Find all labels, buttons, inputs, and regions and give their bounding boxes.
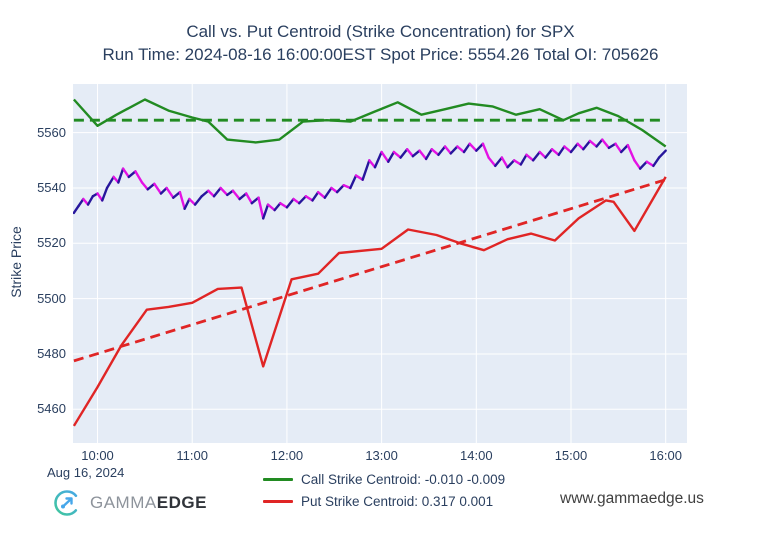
x-tick-label: 12:00 [270,448,304,463]
brand-name-gamma: GAMMA [90,493,157,512]
call-centroid-line [73,98,667,148]
x-tick-label: 14:00 [460,448,493,463]
gridlines [73,84,687,443]
y-tick-label: 5460 [37,401,66,417]
x-tick-label: 16:00 [649,448,682,463]
spot-price-line [73,138,667,220]
chart-title: Call vs. Put Centroid (Strike Concentrat… [186,22,575,41]
plot-area[interactable] [73,84,687,443]
brand-name-edge: EDGE [156,493,207,512]
plot-region: 5460 5480 5500 5520 5540 5560 10:00 11:00 12:00 1… [37,84,687,480]
y-tick-label: 5540 [37,179,66,195]
legend-item-call-strike-centroid[interactable]: Call Strike Centroid: -0.010 -0.009 [263,469,505,490]
y-tick-label: 5560 [37,124,66,140]
brand-name: GAMMAEDGE [90,493,207,513]
gammaedge-logo-icon [54,490,80,516]
x-axis-date-label: Aug 16, 2024 [47,465,125,480]
legend: Call Strike Centroid: -0.010 -0.009 Put S… [263,469,505,512]
legend-swatch [263,478,293,481]
plot-background [73,84,687,443]
legend-swatch [263,500,293,503]
x-tick-label: 15:00 [554,448,588,463]
legend-label: Call Strike Centroid: -0.010 -0.009 [301,472,506,487]
y-tick-label: 5520 [37,235,66,251]
legend-item-put-strike-centroid[interactable]: Put Strike Centroid: 0.317 0.001 [263,491,505,512]
website-url: www.gammaedge.us [560,490,704,507]
put-centroid-line [73,176,667,427]
x-tick-label: 10:00 [81,448,114,463]
brand-logo: GAMMAEDGE [52,488,207,518]
x-tick-label: 11:00 [176,448,208,463]
legend-label: Put Strike Centroid: 0.317 0.001 [301,494,494,509]
y-tick-label: 5500 [37,290,66,306]
x-tick-label: 13:00 [365,448,398,463]
y-tick-label: 5480 [37,345,66,361]
put-centroid-trend-dashed [73,178,667,363]
chart-subtitle: Run Time: 2024-08-16 16:00:00EST Spot Pr… [102,45,659,64]
